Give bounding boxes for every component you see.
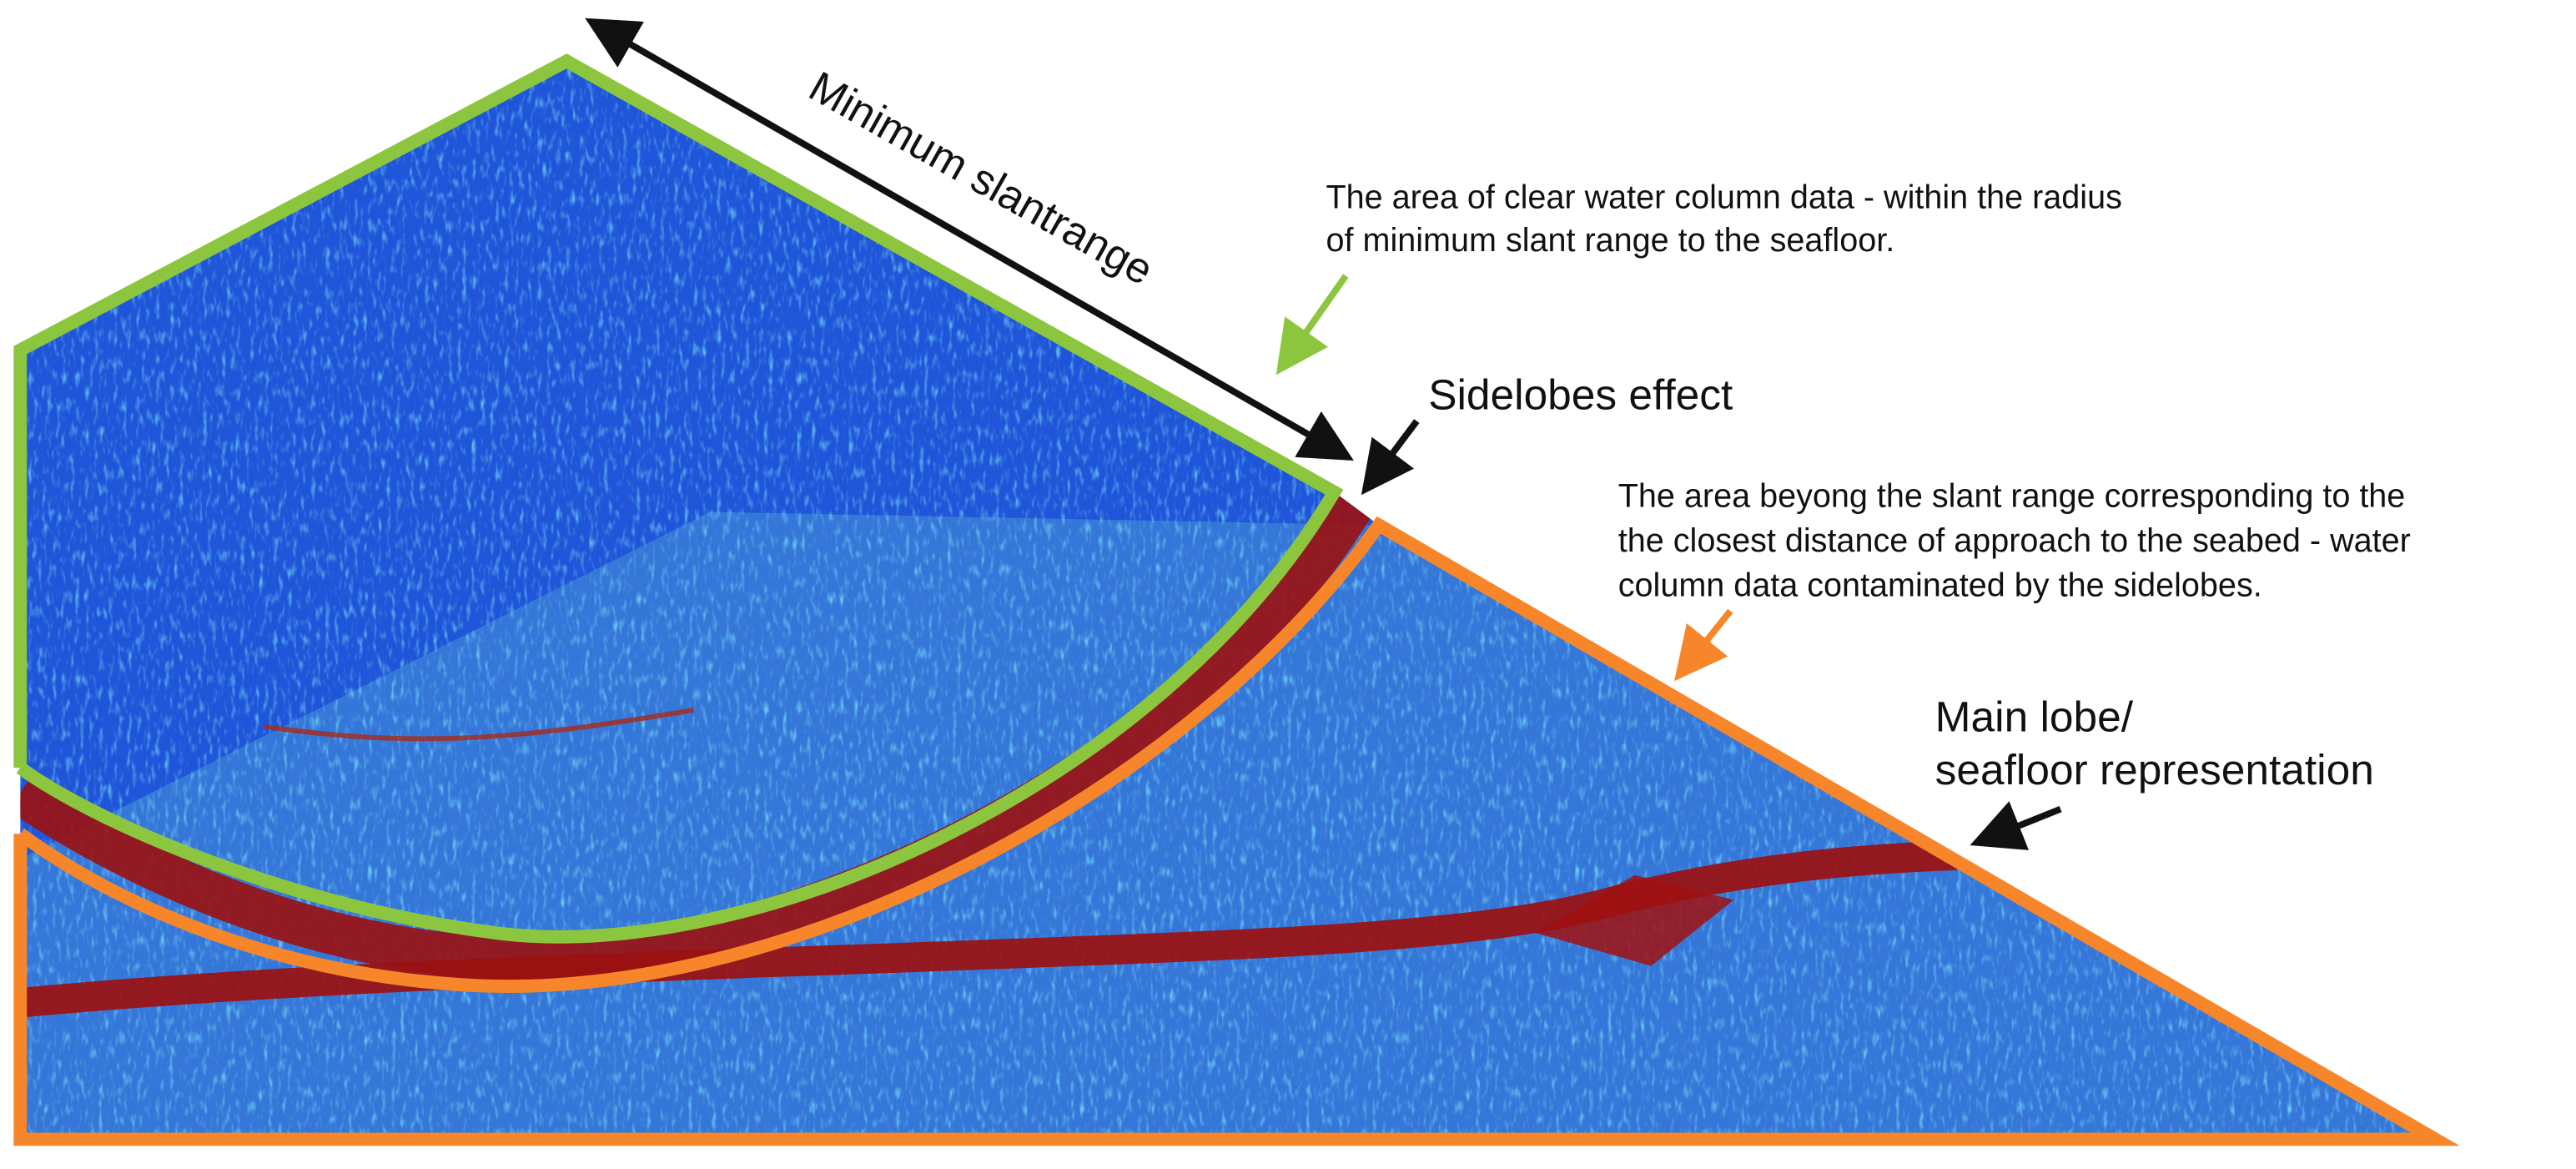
clear-area-text: The area of clear water column data - wi…: [1326, 179, 2122, 215]
main-lobe-label: Main lobe/: [1935, 693, 2134, 741]
beyond-area-text: the closest distance of approach to the …: [1618, 522, 2411, 559]
beyond-area-text: column data contaminated by the sidelobe…: [1618, 567, 2262, 603]
main-lobe-label: seafloor representation: [1935, 745, 2374, 794]
sidelobes-label: Sidelobes effect: [1428, 370, 1733, 419]
contaminated-area-outline: [13, 516, 2460, 1146]
slantrange-arrow: [585, 18, 1354, 461]
clear-area-outline: [13, 53, 1344, 944]
clear-area-text: of minimum slant range to the seafloor.: [1326, 222, 1895, 259]
clear-area-arrow: [1275, 274, 1349, 375]
sidelobes-arrow: [1361, 419, 1420, 496]
main-lobe-arrow: [1970, 801, 2062, 850]
beyond-area-text: The area beyong the slant range correspo…: [1618, 477, 2406, 514]
contaminated-area-arrow: [1674, 608, 1733, 682]
